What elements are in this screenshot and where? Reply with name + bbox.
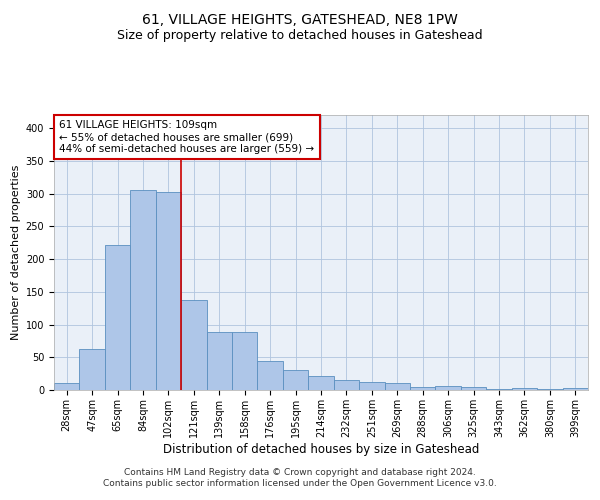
Bar <box>206 332 232 390</box>
Bar <box>410 386 436 390</box>
Bar <box>232 332 257 390</box>
Bar <box>461 388 486 390</box>
Bar <box>257 360 283 390</box>
Text: Contains HM Land Registry data © Crown copyright and database right 2024.
Contai: Contains HM Land Registry data © Crown c… <box>103 468 497 487</box>
Bar <box>359 382 385 390</box>
Bar <box>334 380 359 390</box>
Bar <box>156 192 181 390</box>
Bar <box>537 388 563 390</box>
Bar <box>130 190 156 390</box>
Text: Size of property relative to detached houses in Gateshead: Size of property relative to detached ho… <box>117 29 483 42</box>
Bar <box>512 388 537 390</box>
Bar <box>486 388 512 390</box>
Bar <box>308 376 334 390</box>
Bar <box>436 386 461 390</box>
Bar <box>385 384 410 390</box>
X-axis label: Distribution of detached houses by size in Gateshead: Distribution of detached houses by size … <box>163 442 479 456</box>
Bar <box>105 246 130 390</box>
Bar <box>563 388 588 390</box>
Bar <box>54 384 79 390</box>
Bar <box>181 300 206 390</box>
Y-axis label: Number of detached properties: Number of detached properties <box>11 165 22 340</box>
Text: 61, VILLAGE HEIGHTS, GATESHEAD, NE8 1PW: 61, VILLAGE HEIGHTS, GATESHEAD, NE8 1PW <box>142 12 458 26</box>
Text: 61 VILLAGE HEIGHTS: 109sqm
← 55% of detached houses are smaller (699)
44% of sem: 61 VILLAGE HEIGHTS: 109sqm ← 55% of deta… <box>59 120 314 154</box>
Bar <box>283 370 308 390</box>
Bar <box>79 349 105 390</box>
